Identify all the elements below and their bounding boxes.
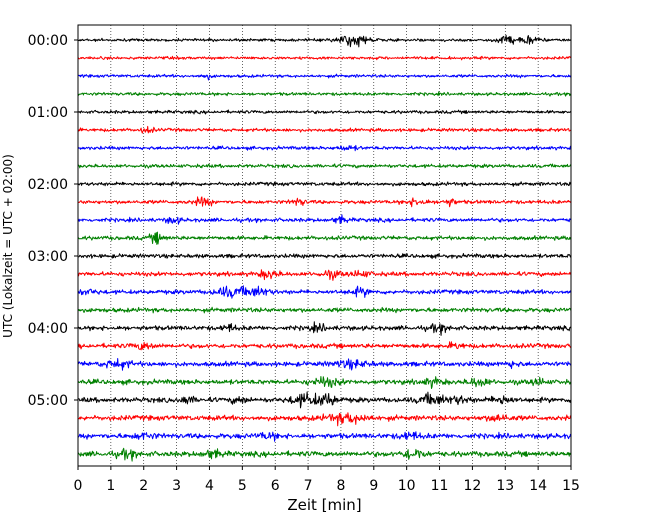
- x-tick-label: 7: [304, 478, 313, 494]
- x-tick-label: 15: [562, 478, 580, 494]
- y-tick-label: 01:00: [28, 105, 68, 121]
- x-tick-label: 12: [463, 478, 481, 494]
- x-tick-label: 1: [106, 478, 115, 494]
- x-tick-label: 0: [74, 478, 83, 494]
- y-axis-label: UTC (Lokalzeit = UTC + 02:00): [1, 154, 15, 338]
- trace-17: [77, 341, 572, 351]
- x-tick-label: 11: [431, 478, 449, 494]
- x-tick-label: 4: [205, 478, 214, 494]
- trace-23: [77, 447, 572, 462]
- trace-21: [77, 412, 572, 427]
- trace-20: [77, 391, 572, 409]
- trace-16: [77, 321, 572, 336]
- y-axis-ticks: 00:00 01:00 02:00 03:00 04:00 05:00: [28, 33, 78, 409]
- x-tick-label: 8: [336, 478, 345, 494]
- plot-frame: [77, 24, 572, 467]
- x-tick-label: 14: [529, 478, 547, 494]
- trace-3: [77, 91, 572, 97]
- x-tick-label: 10: [398, 478, 416, 494]
- x-tick-label: 13: [496, 478, 514, 494]
- trace-6: [77, 144, 572, 152]
- trace-5: [77, 125, 572, 134]
- plot-background: [78, 25, 571, 466]
- trace-15: [77, 306, 572, 314]
- trace-2: [77, 73, 572, 81]
- trace-7: [77, 163, 572, 169]
- y-tick-label: 02:00: [28, 177, 68, 193]
- x-axis-ticks: 0 1 2 3 4 5 6 7 8 9 10 11 12 13 14 15: [74, 466, 580, 494]
- trace-11: [77, 231, 572, 245]
- trace-19: [77, 376, 572, 389]
- x-tick-label: 9: [369, 478, 378, 494]
- x-tick-label: 2: [139, 478, 148, 494]
- x-tick-label: 5: [238, 478, 247, 494]
- trace-4: [77, 109, 572, 115]
- trace-10: [77, 214, 572, 225]
- x-tick-label: 6: [271, 478, 280, 494]
- trace-18: [77, 358, 572, 371]
- seismic-traces: [77, 34, 572, 462]
- y-tick-label: 04:00: [28, 321, 68, 337]
- trace-0: [77, 34, 572, 48]
- trace-1: [77, 55, 572, 61]
- y-tick-label: 03:00: [28, 249, 68, 265]
- x-axis-label: Zeit [min]: [287, 496, 361, 514]
- y-tick-label: 05:00: [28, 393, 68, 409]
- x-tick-label: 3: [172, 478, 181, 494]
- trace-14: [77, 285, 572, 299]
- trace-13: [77, 269, 572, 281]
- trace-12: [77, 253, 572, 260]
- trace-9: [77, 196, 572, 208]
- trace-22: [77, 431, 572, 442]
- trace-8: [77, 181, 572, 187]
- y-tick-label: 00:00: [28, 33, 68, 49]
